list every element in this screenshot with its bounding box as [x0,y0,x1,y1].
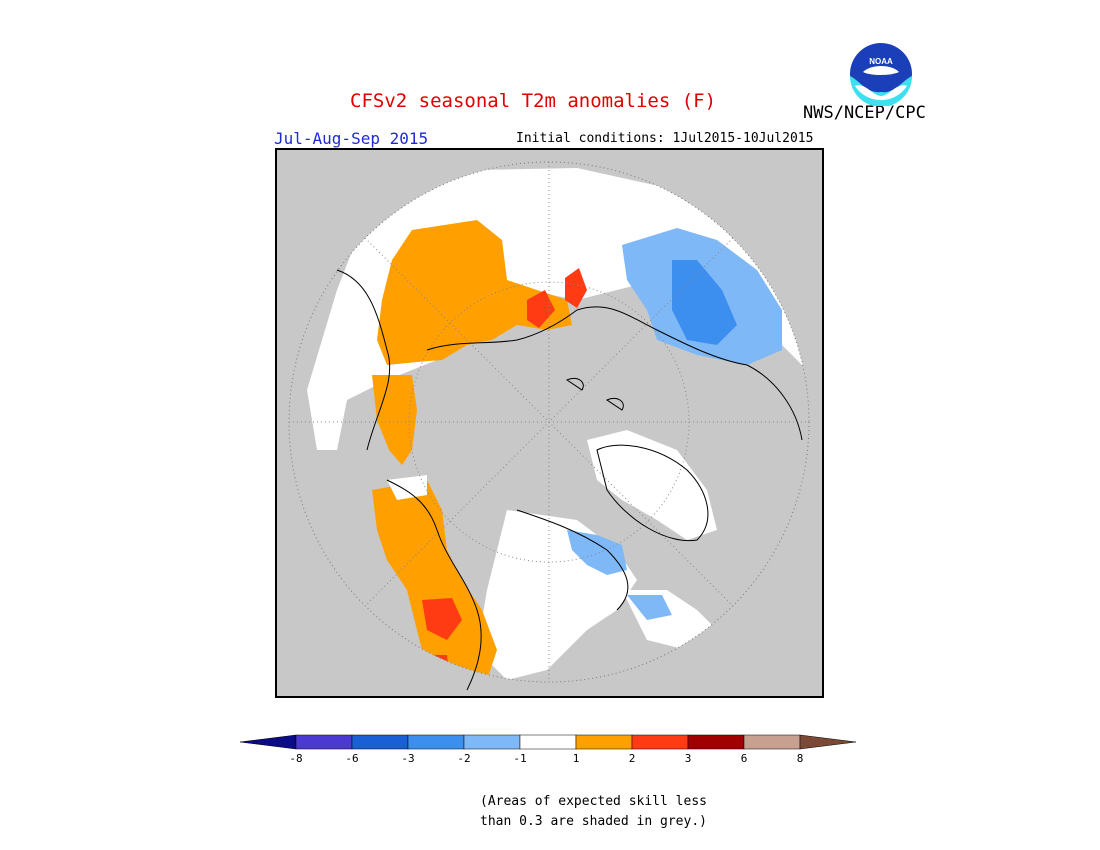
skill-note: (Areas of expected skill less than 0.3 a… [480,792,707,832]
colorbar-cell [575,734,633,750]
baltic-hot-region [565,268,587,308]
colorbar-cell [407,734,465,750]
chart-title: CFSv2 seasonal T2m anomalies (F) [350,90,717,112]
initial-conditions-label: Initial conditions: [516,131,665,146]
colorbar-cell [743,734,801,750]
colorbar-arrow-low [240,734,297,750]
coastlines [336,269,803,691]
colorbar-tick-label: -2 [457,752,471,765]
colorbar-tick-label: -1 [513,752,527,765]
western-north-america-warm-region [372,480,497,682]
colorbar-tick-label: 3 [684,752,692,765]
colorbar-arrow-high [799,734,857,750]
colorbar-tick-label: 6 [740,752,748,765]
canada-cool-region [567,530,627,575]
colorbar-cell [631,734,689,750]
noaa-logo-icon: NOAA [850,43,912,106]
noaa-logo-text: NOAA [869,57,893,66]
colorbar [240,734,857,750]
colorbar-tick-label: 8 [796,752,804,765]
colorbar-cell [351,734,409,750]
hudson-cool-region [627,595,672,620]
middle-east-warm-region [372,375,417,465]
colorbar-cell [687,734,745,750]
anomaly-map [288,161,810,691]
meridians [289,162,809,682]
agency-label: NWS/NCEP/CPC [803,103,926,123]
skill-note-line-2: than 0.3 are shaded in grey.) [480,814,707,829]
hemisphere-disk [289,162,809,682]
greenland-neutral-region [587,430,717,540]
colorbar-cell [295,734,353,750]
siberia-colder-region [672,260,737,345]
initial-conditions: Initial conditions: 1Jul2015-10Jul2015 [516,131,813,146]
skill-note-line-1: (Areas of expected skill less [480,794,707,809]
pacific-northwest-hot-region [422,598,462,640]
colorbar-tick-label: -6 [345,752,359,765]
alaska-neutral-region [387,475,427,500]
anomaly-map-panel [275,148,824,698]
europe-warm-region [377,220,572,365]
colorbar-cell [519,734,577,750]
colorbar-tick-label: 1 [572,752,580,765]
colorbar-cell [463,734,521,750]
initial-conditions-value: 1Jul2015-10Jul2015 [672,131,814,146]
season-label: Jul-Aug-Sep 2015 [274,129,429,148]
california-hot-region [427,655,449,678]
scandinavia-hot-region [527,290,555,328]
colorbar-tick-label: 2 [628,752,636,765]
colorbar-tick-label: -8 [289,752,303,765]
colorbar-tick-label: -3 [401,752,415,765]
